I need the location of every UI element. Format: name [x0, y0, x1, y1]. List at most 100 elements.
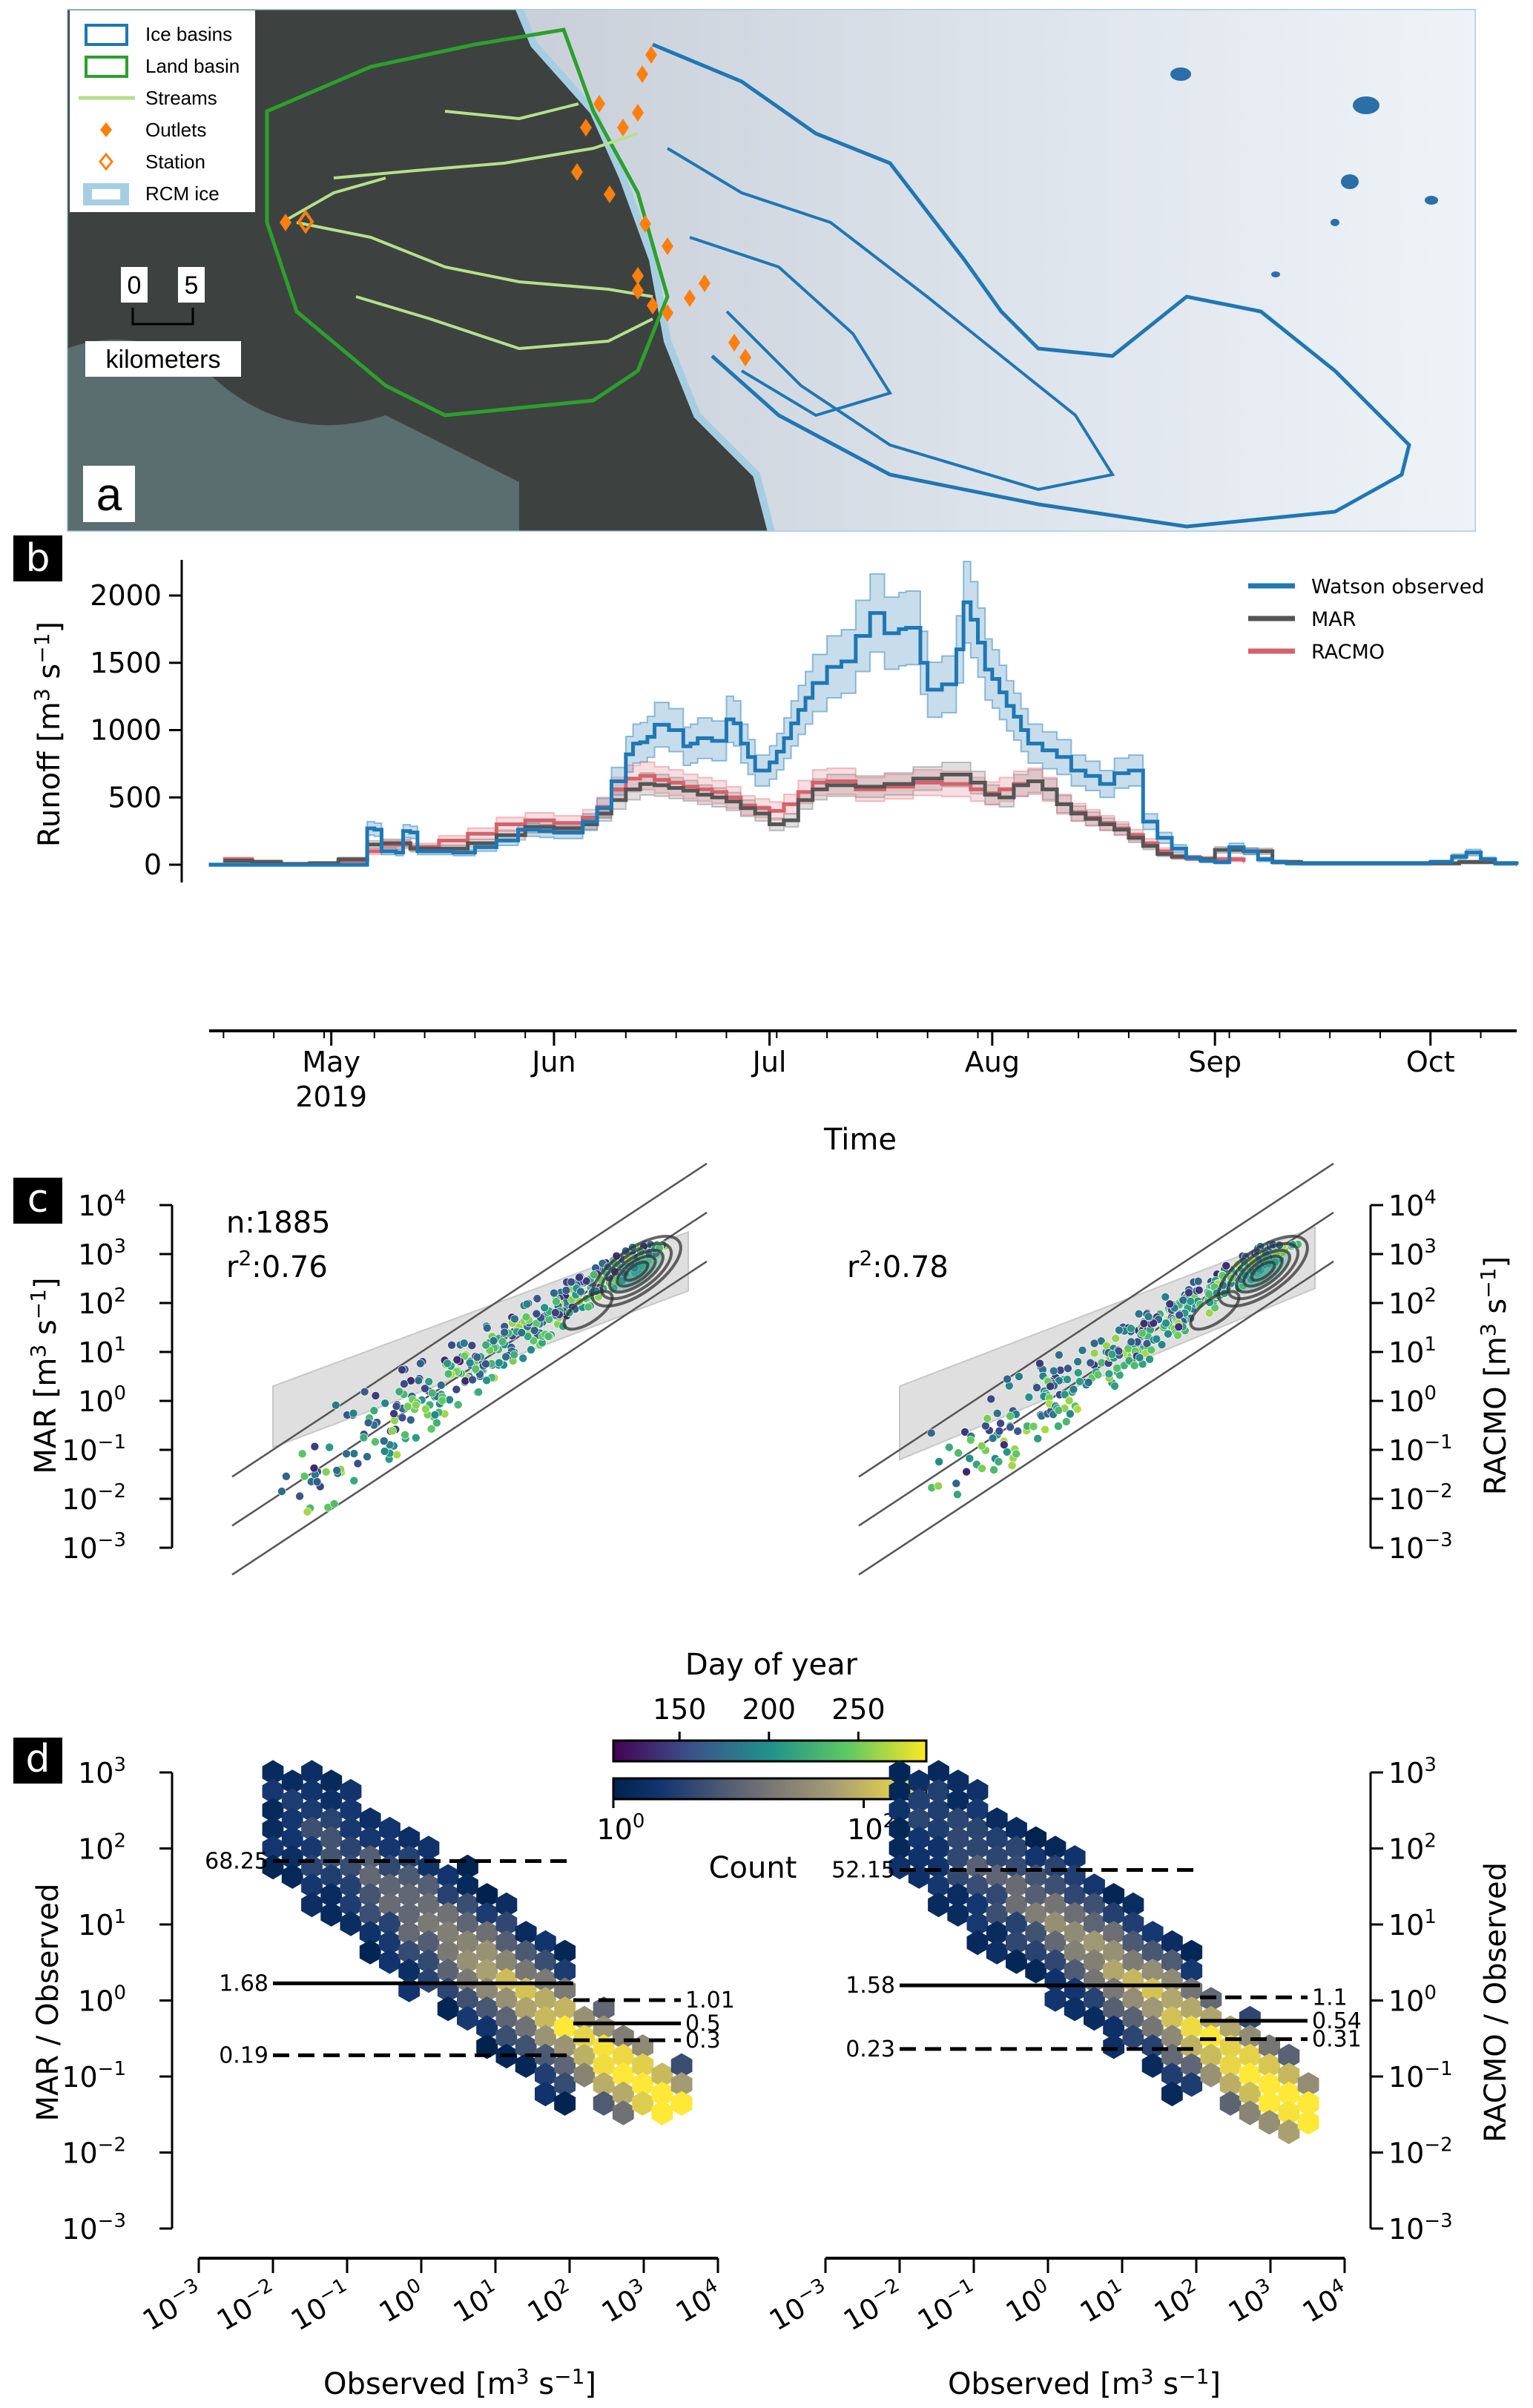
data-point	[581, 1276, 591, 1286]
data-point	[421, 1384, 429, 1393]
hexbin-cell	[476, 2034, 498, 2059]
hexbin-cell	[418, 1930, 440, 1956]
hexbin-cell	[437, 1939, 459, 1965]
statistic-label: 1.01	[685, 1988, 735, 2013]
data-point	[332, 1400, 340, 1410]
hexbin-cell	[398, 1826, 421, 1851]
hexbin-cell	[612, 2025, 634, 2050]
statistic-label: 0.23	[845, 2036, 895, 2062]
data-point	[1006, 1422, 1015, 1432]
y-tick-label: 100	[78, 1382, 126, 1418]
scale-bar-unit-label: kilometers	[106, 346, 221, 374]
x-tick-label: 100	[372, 2275, 432, 2329]
data-point	[421, 1405, 430, 1414]
data-point	[1062, 1417, 1071, 1426]
data-point	[986, 1394, 996, 1404]
data-point	[424, 1377, 434, 1386]
hexbin-cell	[986, 1921, 1008, 1946]
hexbin-cell	[1044, 1835, 1066, 1861]
y-tick-label-base: 10	[62, 1434, 97, 1467]
data-point	[309, 1463, 319, 1473]
map-panel: Ice basins Land basin Streams Outlets Statio…	[67, 9, 1476, 532]
hexbin-cell	[515, 1959, 537, 1984]
data-point	[1142, 1339, 1152, 1348]
hexbin-cell	[1239, 2100, 1261, 2125]
hexbin-cell	[320, 1769, 343, 1795]
x-tick-label: 10−1	[911, 2275, 984, 2338]
data-point	[1075, 1376, 1084, 1386]
data-point	[465, 1358, 475, 1368]
hexbin-cell	[554, 1959, 576, 1984]
data-point	[1107, 1350, 1117, 1359]
data-point	[1089, 1348, 1099, 1358]
panel-b-label: b	[25, 536, 50, 581]
hexbin-cell	[437, 1864, 459, 1889]
outlet-icon	[100, 122, 112, 137]
hexbin-cell	[1103, 1921, 1125, 1946]
n-count-annotation: n:1885	[226, 1206, 331, 1240]
y-tick-label-base: 10	[1388, 1287, 1424, 1320]
legend-label-mar: MAR	[1311, 608, 1356, 631]
statistic-label: 0.5	[685, 2010, 721, 2036]
hexbin-cell	[1219, 2091, 1242, 2116]
data-point	[1054, 1405, 1064, 1415]
hexbin-cell	[457, 2005, 478, 2031]
hexbin-cell	[301, 1798, 323, 1823]
map-legend-item-rcm-ice: RCM ice	[83, 182, 220, 205]
hexbin-cell	[1219, 2072, 1242, 2097]
hexbin-cell	[1103, 2034, 1125, 2059]
hexbin-cell	[947, 1883, 969, 1908]
data-point	[1029, 1422, 1038, 1431]
hexbin-cell	[1200, 2005, 1222, 2031]
hexbin-cell	[928, 1816, 949, 1842]
hexbin-cell	[947, 1807, 969, 1833]
map-legend-item-streams-label: Streams	[145, 87, 217, 109]
hexbin-cell	[928, 1835, 949, 1861]
data-point	[1006, 1411, 1015, 1421]
hexbin-cell	[515, 1996, 537, 2022]
data-point	[1064, 1396, 1074, 1405]
hexbin-cell	[457, 1930, 478, 1956]
data-point	[1138, 1328, 1147, 1338]
data-point	[1193, 1276, 1203, 1286]
hexbin-cell	[612, 2081, 634, 2107]
y-tick-label: 101	[78, 1333, 126, 1369]
hexbin-cell	[1084, 1911, 1105, 1936]
y-tick-label-exp: −2	[98, 1480, 126, 1502]
data-point	[459, 1339, 469, 1348]
data-point	[552, 1297, 561, 1306]
data-point	[1186, 1297, 1196, 1306]
hexbin-cell	[281, 1845, 303, 1870]
density-contour	[623, 1260, 650, 1282]
hexbin-cell	[1259, 2053, 1280, 2078]
reference-line	[858, 1260, 1334, 1576]
map-legend: Ice basins Land basin Streams Outlets Statio…	[70, 10, 255, 212]
y-tick-label-exp: 2	[1424, 1284, 1437, 1307]
hexbin-cell	[1141, 1939, 1164, 1965]
y-tick-label: 1500	[90, 647, 162, 679]
y-tick-label: 102	[1388, 1284, 1437, 1320]
data-point	[474, 1388, 484, 1396]
hexbin-cell	[398, 1959, 421, 1984]
hexbin-cell	[398, 1939, 421, 1965]
hexbin-cell	[457, 1892, 478, 1918]
hexbin-cell	[320, 1901, 343, 1927]
data-point	[953, 1490, 962, 1500]
hexbin-cell	[947, 1845, 969, 1870]
data-point	[533, 1294, 542, 1303]
y-tick-label-base: 10	[1388, 1238, 1424, 1271]
data-point	[297, 1449, 307, 1459]
hexbin-cell	[359, 1901, 381, 1927]
streams	[281, 102, 653, 351]
hexbin-cell	[1025, 1883, 1047, 1908]
data-point	[349, 1408, 358, 1418]
hexbin-cell	[986, 1845, 1008, 1870]
data-point	[443, 1359, 452, 1368]
data-point	[380, 1447, 389, 1456]
colorbar-doy-tick-label: 200	[742, 1693, 797, 1726]
data-point	[312, 1477, 322, 1486]
hexbin-cell	[340, 1778, 362, 1804]
hexbin-cell	[495, 1949, 518, 1974]
y-tick-label-base: 10	[62, 2213, 97, 2246]
panel-a-label-box	[83, 466, 135, 522]
